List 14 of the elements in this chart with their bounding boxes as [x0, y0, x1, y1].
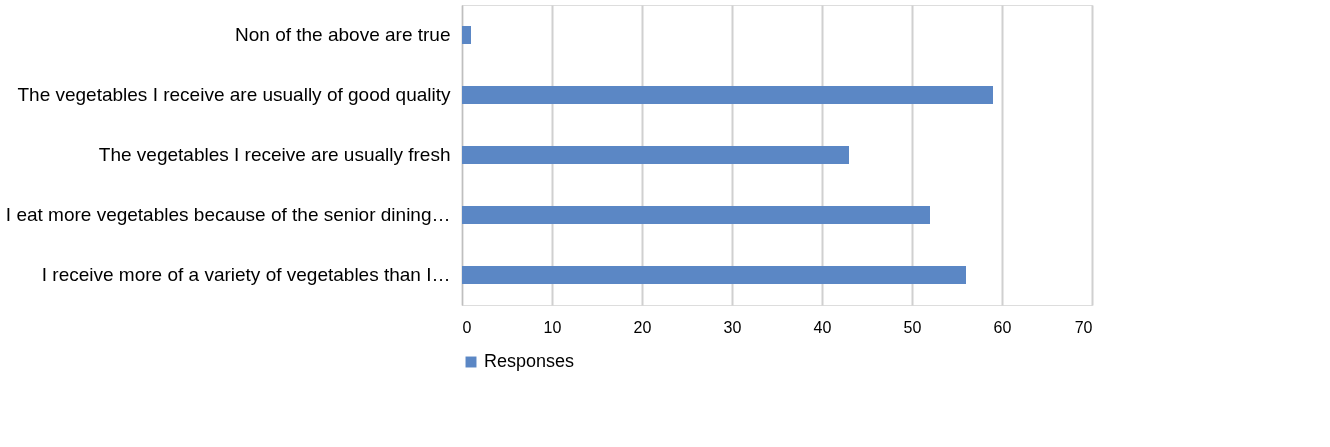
- x-tick-label: 40: [813, 318, 832, 336]
- x-tick-label: 70: [1074, 318, 1093, 336]
- legend-label: Responses: [484, 351, 575, 371]
- x-tick-label: 60: [993, 318, 1012, 336]
- x-tick-label: 10: [543, 318, 562, 336]
- y-tick-label: Non of the above are true: [235, 24, 451, 45]
- y-tick-label: I receive more of a variety of vegetables than I…: [41, 264, 451, 285]
- x-tick-label: 20: [633, 318, 652, 336]
- x-tick-label: 30: [723, 318, 742, 336]
- y-tick-label: I eat more vegetables because of the senior dining…: [5, 204, 451, 225]
- y-tick-label: The vegetables I receive are usually of good quality: [17, 84, 451, 105]
- y-tick-label: The vegetables I receive are usually fresh: [98, 144, 451, 165]
- x-tick-label: 50: [903, 318, 922, 336]
- x-tick-label: 0: [462, 318, 472, 336]
